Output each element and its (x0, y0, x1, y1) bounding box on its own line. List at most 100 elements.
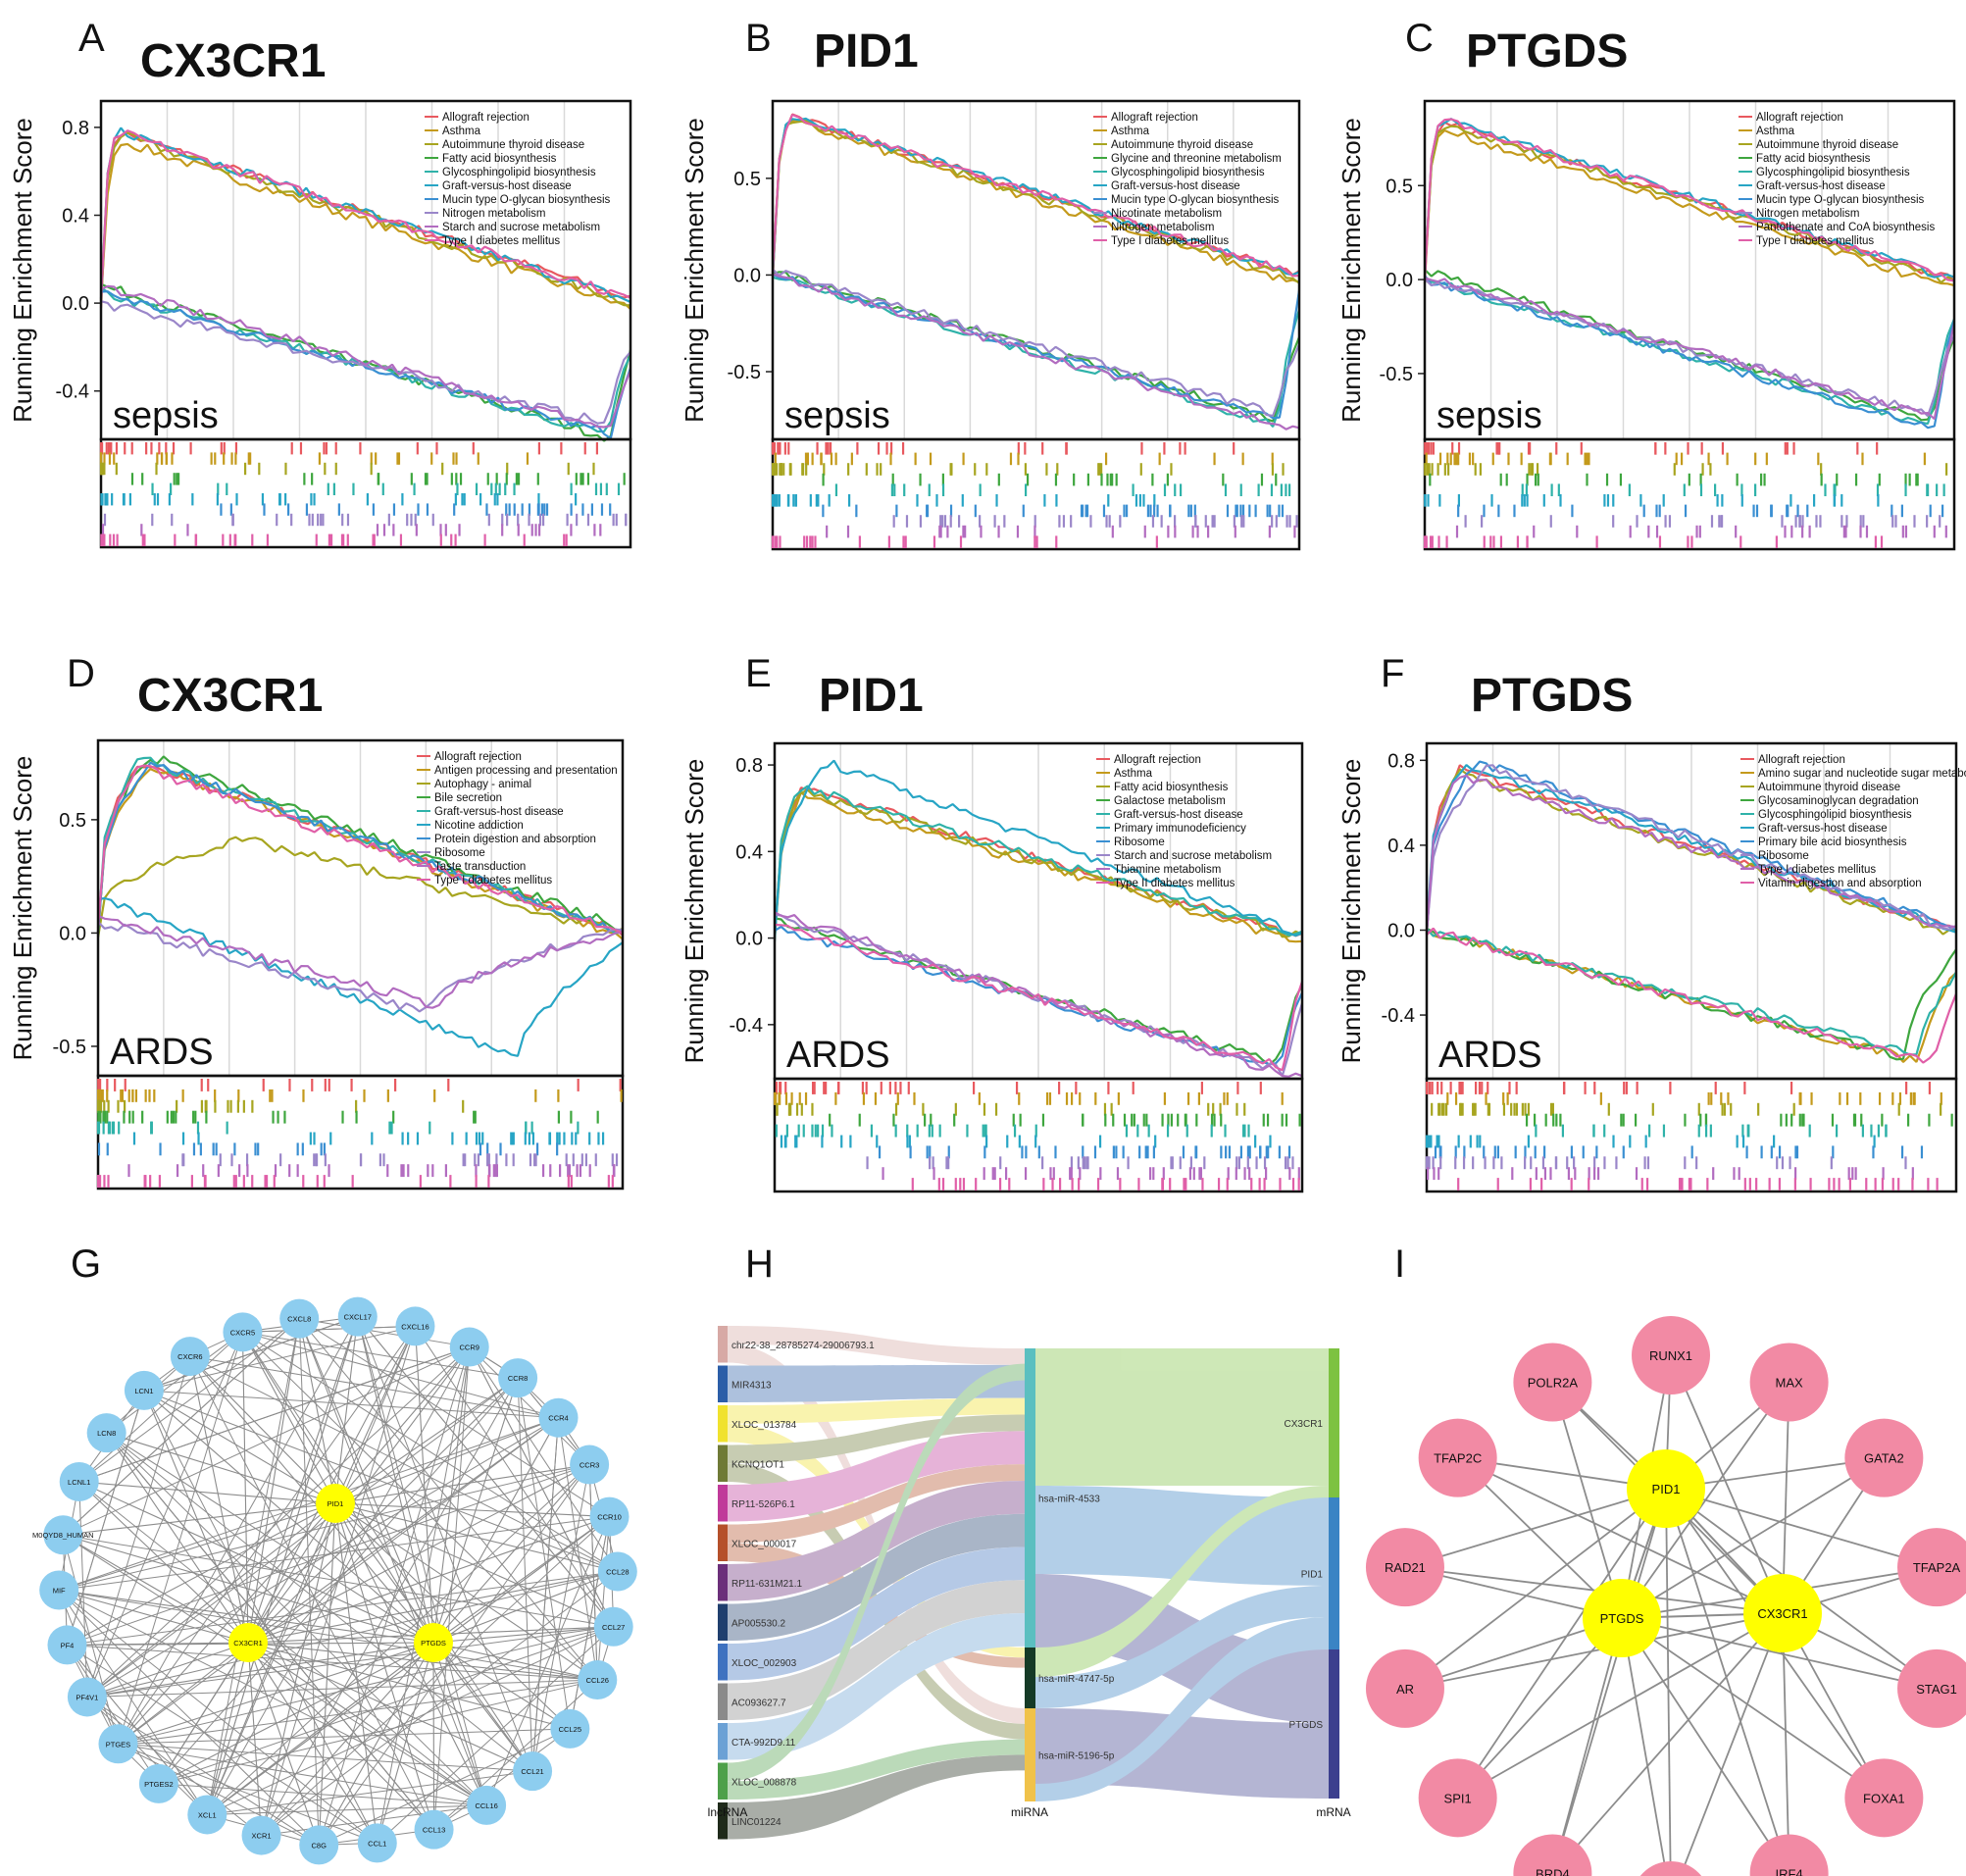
edge (143, 1390, 378, 1844)
node-label: AR (1396, 1682, 1414, 1697)
sankey-link (728, 1414, 1025, 1464)
panel-letter: B (745, 17, 772, 60)
edge (569, 1516, 611, 1729)
mrna-node (1329, 1348, 1339, 1497)
legend-label: Protein digestion and absorption (434, 834, 596, 845)
axis-label: mRNA (1316, 1805, 1350, 1819)
edge (143, 1390, 559, 1419)
legend-label: Type I diabetes mellitus (1758, 864, 1876, 876)
edge (62, 1318, 300, 1536)
node-hub (316, 1484, 355, 1523)
y-tick-label: -0.4 (1382, 1005, 1415, 1027)
legend-label: Asthma (1756, 126, 1795, 137)
edge (247, 1417, 559, 1644)
network-panel-i: IRUNX1MAXGATA2TFAP2ASTAG1FOXA1IRF4CTCFBR… (1365, 1242, 1966, 1876)
lncrna-label: XLOC_002903 (731, 1658, 797, 1669)
edge (517, 1378, 571, 1729)
node-label: PID1 (328, 1499, 344, 1508)
node (414, 1809, 454, 1850)
edge (106, 1432, 249, 1644)
legend-label: Nicotine addiction (434, 820, 524, 832)
gsea-panel-f: F PTGDS Running Enrichment Score 0.8 0.4 0.0 -… (1336, 652, 1966, 1193)
series-line (99, 129, 631, 299)
sankey-link (1035, 1617, 1329, 1801)
legend-label: Graft-versus-host disease (1756, 180, 1886, 192)
edge (357, 1316, 487, 1806)
edge (189, 1355, 336, 1504)
edge (1665, 1488, 1938, 1569)
y-tick-label: -0.4 (730, 1015, 763, 1037)
sankey-link (728, 1423, 1025, 1658)
node-label: STAG1 (1916, 1682, 1957, 1697)
node-label: CCL1 (368, 1839, 386, 1848)
lncrna-label: XLOC_000017 (731, 1539, 797, 1549)
edge (158, 1626, 614, 1785)
legend-label: Asthma (1111, 126, 1150, 137)
panel-letter: I (1394, 1242, 1405, 1286)
edge (1551, 1488, 1667, 1874)
axis-label: miRNA (1011, 1805, 1048, 1819)
node (59, 1461, 99, 1501)
edge (86, 1642, 434, 1698)
edge (432, 1516, 610, 1644)
legend-label: Fatty acid biosynthesis (1756, 153, 1871, 165)
node (223, 1312, 263, 1352)
legend-label: Allograft rejection (1111, 112, 1198, 124)
legend-label: Glycine and threonine metabolism (1111, 153, 1282, 165)
mirna-label: hsa-miR-4533 (1038, 1495, 1100, 1505)
edge (433, 1679, 598, 1831)
lncrna-node (718, 1802, 728, 1840)
edge (334, 1326, 416, 1504)
node (589, 1496, 630, 1537)
sankey-link (728, 1464, 1025, 1544)
legend-label: Starch and sucrose metabolism (442, 222, 600, 233)
edge (1457, 1456, 1784, 1614)
edge (59, 1502, 336, 1592)
edge (86, 1570, 618, 1698)
lncrna-label: CTA-992D9.11 (731, 1738, 796, 1749)
legend-label: Autophagy - animal (434, 779, 531, 790)
y-axis-label: Running Enrichment Score (1336, 118, 1366, 423)
mirna-label: hsa-miR-4747-5p (1038, 1674, 1115, 1685)
mirna-node (1025, 1648, 1035, 1708)
node-label: MIF (53, 1587, 66, 1596)
node (170, 1337, 210, 1377)
edge (143, 1390, 434, 1644)
lncrna-node (718, 1485, 728, 1522)
legend-label: Graft-versus-host disease (1758, 823, 1888, 835)
node (67, 1677, 107, 1717)
sankey-link (728, 1364, 1025, 1402)
lncrna-node (718, 1762, 728, 1800)
edge (59, 1590, 598, 1681)
legend-label: Nitrogen metabolism (442, 208, 545, 220)
node (1639, 1861, 1702, 1876)
node-label: CCR10 (597, 1513, 622, 1522)
node (1365, 1648, 1444, 1728)
y-tick-label: 0.8 (1387, 750, 1415, 772)
edge (531, 1464, 590, 1772)
node (467, 1785, 507, 1825)
sankey-link (728, 1363, 1025, 1782)
node (299, 1825, 339, 1865)
lncrna-node (718, 1524, 728, 1561)
gsea-panel-e: E PID1 Running Enrichment Score 0.8 0.4 0.0 -0… (680, 652, 1304, 1193)
node (538, 1397, 579, 1438)
y-axis-label: Running Enrichment Score (1336, 759, 1366, 1064)
legend-label: Nicotinate metabolism (1111, 208, 1222, 220)
node (138, 1763, 178, 1803)
edge (106, 1432, 434, 1831)
edge (118, 1743, 320, 1846)
edge (247, 1377, 519, 1644)
panel-letter: F (1381, 652, 1404, 695)
edge (247, 1642, 487, 1806)
node-label: PTGES (106, 1740, 130, 1749)
edge (377, 1642, 434, 1844)
sankey-link (728, 1397, 1025, 1424)
edge (1551, 1612, 1784, 1875)
mirna-label: hsa-miR-5196-5p (1038, 1751, 1115, 1762)
edge (469, 1346, 615, 1628)
panel-letter: C (1405, 17, 1434, 60)
lncrna-label: chr22-38_28785274-29006793.1 (731, 1341, 875, 1351)
node-label: XCR1 (252, 1832, 272, 1841)
